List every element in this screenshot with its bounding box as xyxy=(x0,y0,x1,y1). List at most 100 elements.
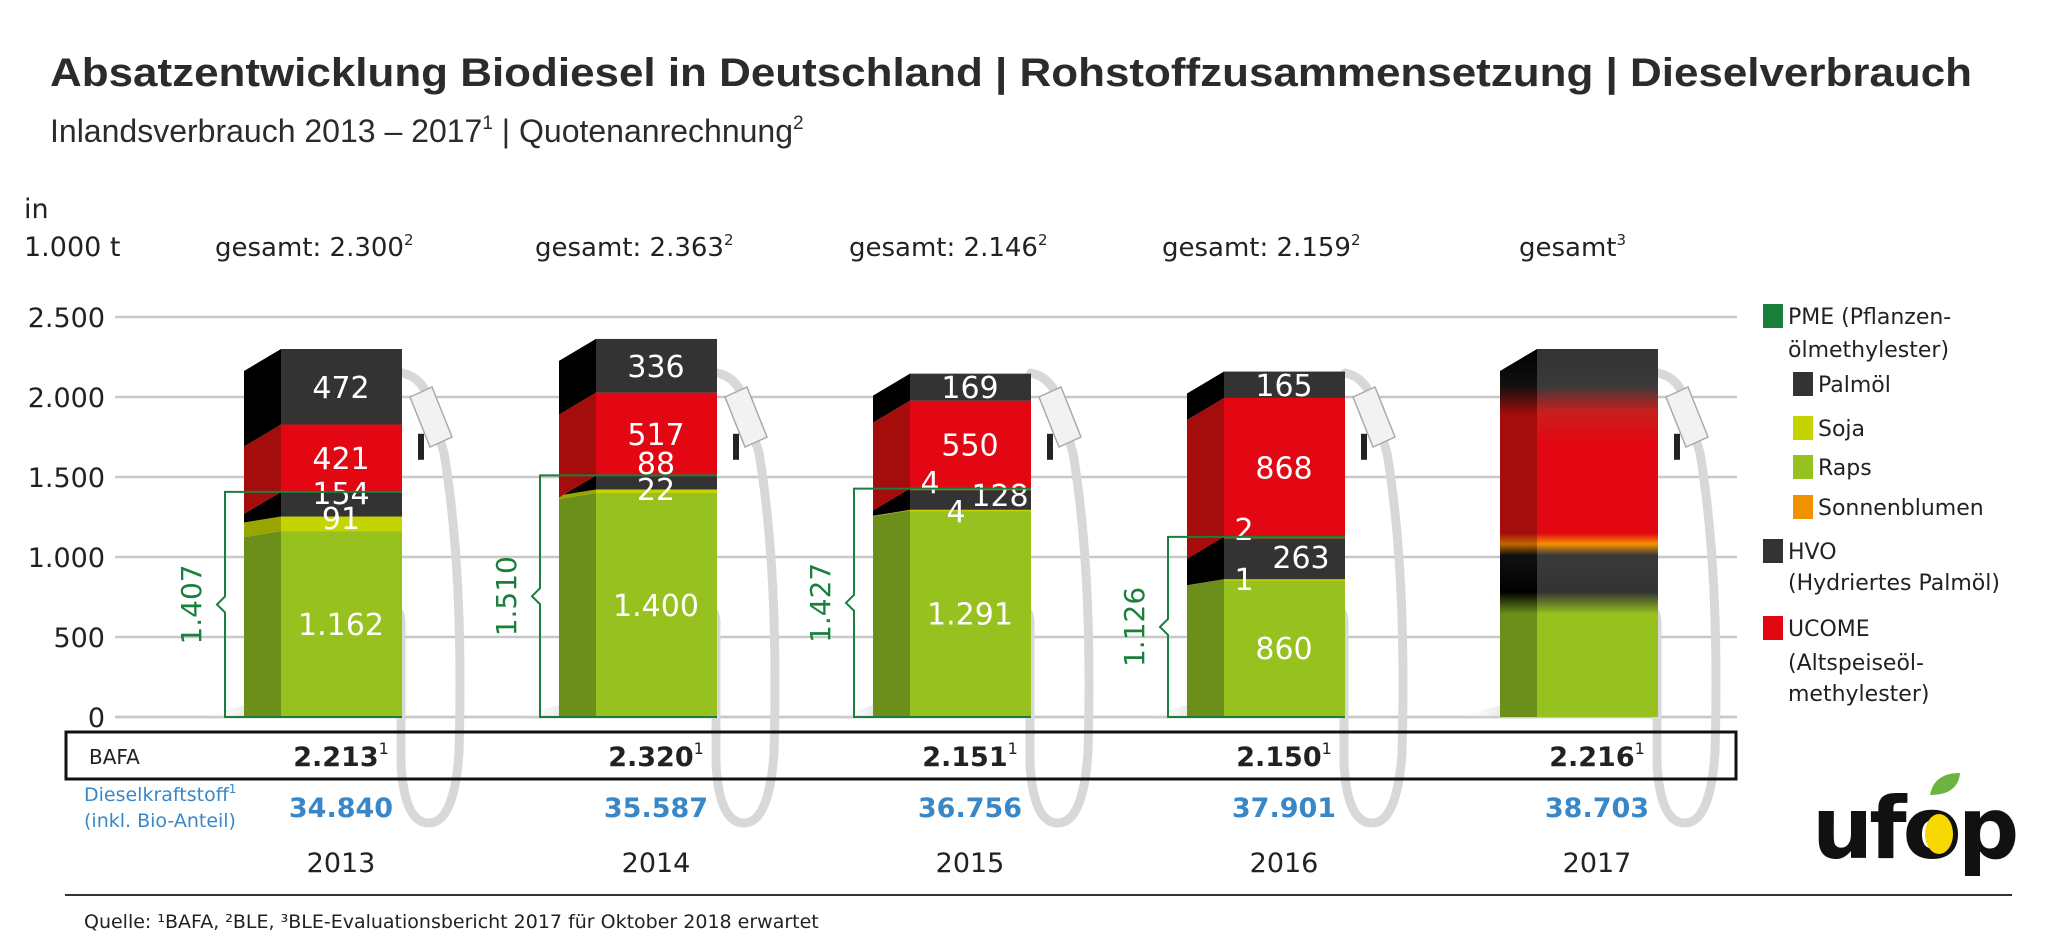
gesamt-label: gesamt: 2.3632 xyxy=(535,231,734,263)
segment-hvo xyxy=(910,373,1031,401)
legend-label: Raps xyxy=(1818,456,1872,481)
segment-label-raps: 860 xyxy=(1255,632,1312,667)
data-table: 2.213134.84020132.320135.58720142.151136… xyxy=(289,739,1649,879)
legend-swatch-pme xyxy=(1763,304,1783,328)
nozzle-tip-icon xyxy=(1361,433,1367,460)
legend: PME (Pflanzen-ölmethylester) Palmöl Soja Ra… xyxy=(1763,304,2000,707)
bafa-value: 2.1501 xyxy=(1236,739,1332,773)
year-label: 2017 xyxy=(1563,848,1632,879)
pme-total-label: 1.126 xyxy=(1118,587,1151,667)
bafa-sup: 1 xyxy=(1322,739,1332,758)
bafa-row-box xyxy=(64,730,1738,781)
segment-side-hvo xyxy=(244,349,281,447)
segment-label-hvo: 336 xyxy=(627,350,684,385)
segment-raps xyxy=(1224,579,1345,717)
pme-bracket xyxy=(1158,535,1345,718)
gesamt-sup: 2 xyxy=(404,231,414,249)
legend-label: PME (Pflanzen- xyxy=(1788,305,1951,330)
legend-item-pme: PME (Pflanzen-ölmethylester) xyxy=(1763,304,1951,363)
segment-ucome xyxy=(281,424,402,492)
bafa-number: 2.320 xyxy=(608,742,693,773)
bafa-value: 2.2131 xyxy=(293,739,389,773)
nozzle-tip-icon xyxy=(1674,433,1680,460)
bafa-number: 2.151 xyxy=(922,742,1007,773)
segment-label-raps: 1.400 xyxy=(613,589,699,624)
hose-icon xyxy=(386,368,465,828)
segment-side-ucome xyxy=(1187,397,1224,559)
segment-raps xyxy=(596,493,717,717)
gesamt-value: gesamt: 2.300 xyxy=(215,233,404,263)
diesel-label-line2: (inkl. Bio-Anteil) xyxy=(84,810,236,832)
bafa-value: 2.1511 xyxy=(922,739,1018,773)
bafa-sup: 1 xyxy=(694,739,704,758)
nozzle-icon xyxy=(1665,385,1709,449)
legend-label: Palmöl xyxy=(1818,373,1891,398)
year-label: 2015 xyxy=(936,848,1005,879)
segment-palmoel xyxy=(281,491,402,517)
segment-label-soja: 1 xyxy=(1234,563,1253,598)
segment-label-soja: 4 xyxy=(946,495,965,530)
legend-label: UCOME xyxy=(1788,617,1870,642)
diesel-value: 37.901 xyxy=(1232,793,1336,824)
segment-raps xyxy=(281,531,402,717)
gesamt-labels: gesamt: 2.3002 gesamt: 2.3632 gesamt: 2.14… xyxy=(215,231,1626,263)
segment-label-raps: 1.291 xyxy=(927,598,1013,633)
segment-label-palmoel: 263 xyxy=(1272,541,1329,576)
legend-label: methylester) xyxy=(1788,682,1929,707)
segment-side-hvo xyxy=(873,373,910,423)
segment-side-soja xyxy=(559,489,596,499)
gesamt-sup: 3 xyxy=(1617,231,1627,249)
legend-item-palmoel: Palmöl xyxy=(1793,372,1891,398)
diesel-label-sup: 1 xyxy=(229,782,237,796)
segment-label-soja: 91 xyxy=(322,502,360,537)
bar-2017 xyxy=(1457,349,1721,828)
legend-label: Soja xyxy=(1818,417,1865,442)
legend-swatch-palmoel xyxy=(1793,372,1813,396)
diesel-value: 35.587 xyxy=(604,793,708,824)
segment-hvo xyxy=(1224,371,1345,398)
nozzle-icon xyxy=(724,385,768,449)
segment-soja xyxy=(281,516,402,532)
legend-item-hvo: HVO (Hydriertes Palmöl) xyxy=(1763,539,2000,596)
bafa-number: 2.213 xyxy=(293,742,378,773)
segment-label-ucome: 868 xyxy=(1255,451,1312,486)
hose-icon xyxy=(1329,368,1408,828)
pme-bracket xyxy=(530,474,717,718)
gesamt-sup: 2 xyxy=(724,231,734,249)
segment-ucome xyxy=(1224,397,1345,537)
gesamt-label: gesamt: 2.1462 xyxy=(849,231,1048,263)
bafa-number: 2.216 xyxy=(1549,742,1634,773)
y-tick-label: 1.500 xyxy=(28,463,105,494)
chart-subtitle: Inlandsverbrauch 2013 – 20171 | Quotenan… xyxy=(50,113,804,149)
segment-side-raps xyxy=(1187,579,1224,717)
segment-hvo xyxy=(596,338,717,393)
legend-label: HVO xyxy=(1788,540,1837,565)
segment-label-ucome: 517 xyxy=(627,418,684,453)
bar-front-blurred xyxy=(1537,349,1658,717)
segment-label-ucome: 421 xyxy=(312,442,369,477)
pme-total-label: 1.407 xyxy=(175,564,208,644)
nozzle-icon xyxy=(1352,385,1396,449)
legend-swatch-raps xyxy=(1793,455,1813,479)
gesamt-value: gesamt: 2.363 xyxy=(535,233,724,263)
bafa-sup: 1 xyxy=(1008,739,1018,758)
segment-side-soja xyxy=(244,516,281,538)
diesel-value: 36.756 xyxy=(918,793,1022,824)
segment-side-ucome xyxy=(873,400,910,511)
bafa-number: 2.150 xyxy=(1236,742,1321,773)
year-label: 2016 xyxy=(1250,848,1319,879)
gesamt-value: gesamt xyxy=(1519,233,1617,263)
nozzle-tip-icon xyxy=(733,433,739,460)
segment-label-ucome: 550 xyxy=(941,429,998,464)
gesamt-value: gesamt: 2.146 xyxy=(849,233,1038,263)
segment-ucome xyxy=(910,400,1031,489)
legend-item-soja: Soja xyxy=(1793,416,1865,442)
segment-label-sonnenblumen: 4 xyxy=(920,466,939,501)
diesel-value: 34.840 xyxy=(289,793,393,824)
segment-raps xyxy=(910,510,1031,717)
segment-label-sonnenblumen: 2 xyxy=(1234,513,1253,548)
legend-label: ölmethylester) xyxy=(1788,338,1949,363)
